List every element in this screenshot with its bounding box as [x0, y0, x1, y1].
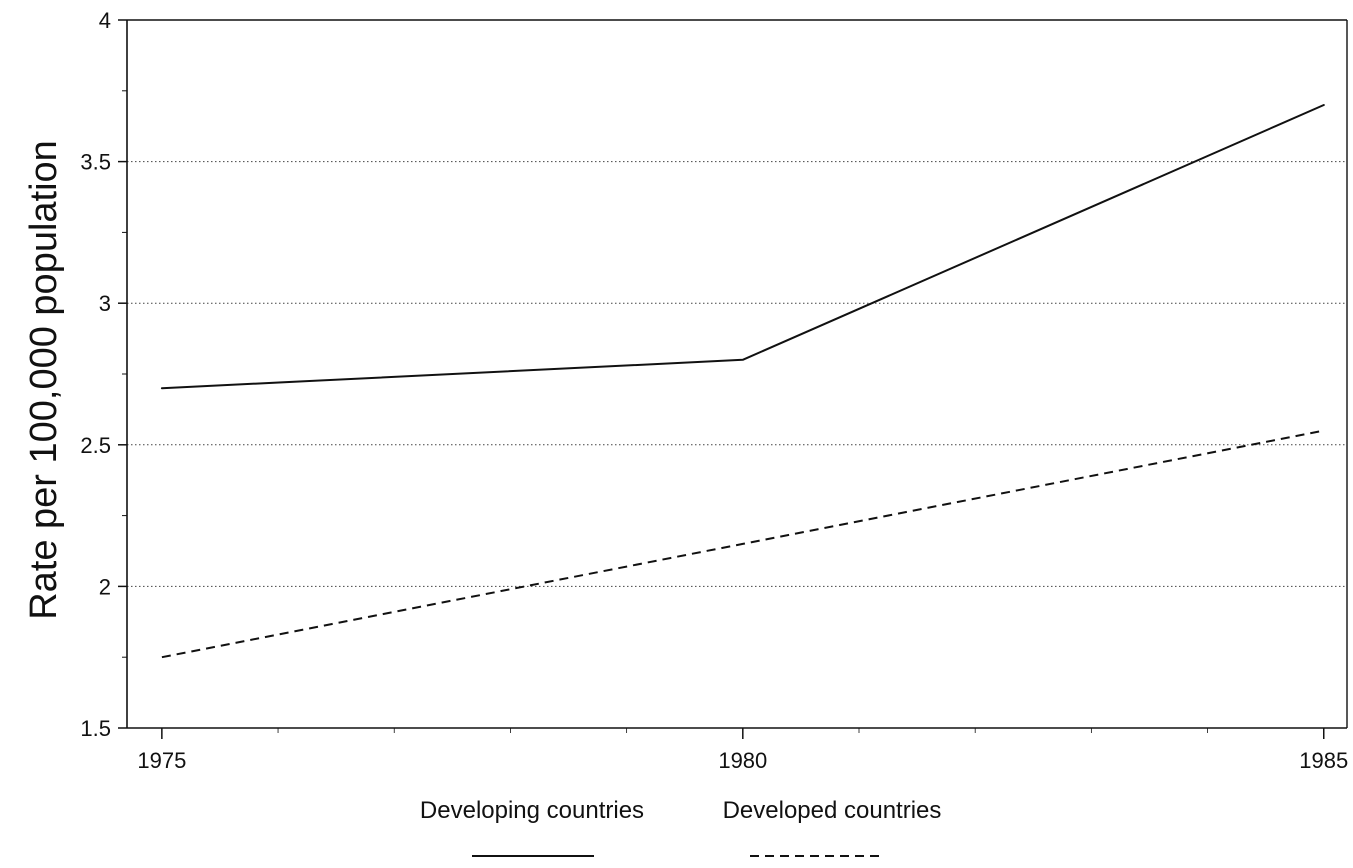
y-tick-label: 1.5: [80, 716, 111, 741]
labels-layer: 1.5 2 2.5 3 3.5 4 1975 1980 1985: [80, 8, 1348, 773]
y-tick-label: 3: [99, 291, 111, 316]
y-tick-label: 3.5: [80, 150, 111, 175]
x-tick-label: 1985: [1299, 748, 1348, 773]
x-tick-label: 1975: [137, 748, 186, 773]
x-tick-label: 1980: [718, 748, 767, 773]
legend-layer: Developing countries Developed countries: [420, 797, 942, 857]
axes-layer: [118, 19, 1348, 739]
legend-developed-countries-label: Developed countries: [723, 797, 942, 824]
developed-countries-line: [161, 429, 1324, 659]
y-tick-label: 4: [99, 8, 111, 33]
legend-developing-countries-label: Developing countries: [420, 797, 644, 824]
y-tick-label: 2: [99, 574, 111, 599]
y-tick-label: 2.5: [80, 433, 111, 458]
developing-countries-line: [160, 104, 1325, 390]
grid-layer: [127, 161, 1347, 587]
y-axis-title: Rate per 100,000 population: [23, 140, 65, 620]
series-layer: [160, 104, 1325, 659]
